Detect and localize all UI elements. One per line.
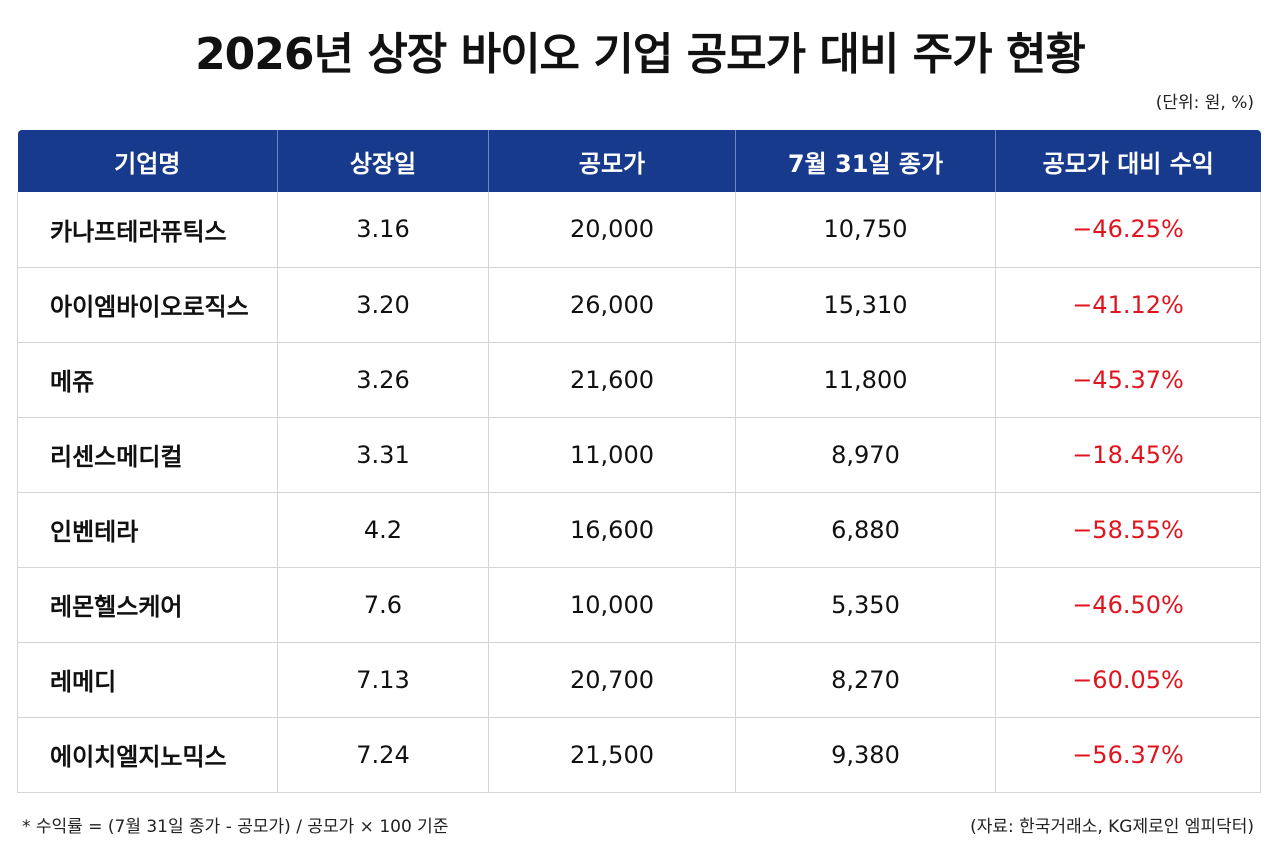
cell-listing-date: 3.31 — [277, 417, 489, 493]
cell-company: 카나프테라퓨틱스 — [17, 192, 278, 268]
table-row: 레메디 7.13 20,700 8,270 −60.05% — [17, 642, 1261, 718]
cell-ipo-price: 11,000 — [488, 417, 736, 493]
cell-return: −18.45% — [995, 417, 1261, 493]
cell-company: 리센스메디컬 — [17, 417, 278, 493]
cell-company: 인벤테라 — [17, 492, 278, 568]
source-note: (자료: 한국거래소, KG제로인 엠피닥터) — [970, 817, 1254, 837]
cell-return: −56.37% — [995, 717, 1261, 793]
table-row: 인벤테라 4.2 16,600 6,880 −58.55% — [17, 492, 1261, 568]
table-row: 레몬헬스케어 7.6 10,000 5,350 −46.50% — [17, 567, 1261, 643]
cell-listing-date: 3.26 — [277, 342, 489, 418]
cell-listing-date: 7.24 — [277, 717, 489, 793]
cell-company: 에이치엘지노믹스 — [17, 717, 278, 793]
cell-close-price: 11,800 — [735, 342, 996, 418]
cell-return: −45.37% — [995, 342, 1261, 418]
cell-return: −41.12% — [995, 267, 1261, 343]
cell-listing-date: 3.16 — [277, 192, 489, 268]
cell-listing-date: 4.2 — [277, 492, 489, 568]
cell-company: 레메디 — [17, 642, 278, 718]
cell-return: −46.25% — [995, 192, 1261, 268]
table-row: 리센스메디컬 3.31 11,000 8,970 −18.45% — [17, 417, 1261, 493]
header-close-price: 7월 31일 종가 — [735, 130, 996, 192]
cell-ipo-price: 16,600 — [488, 492, 736, 568]
cell-close-price: 8,270 — [735, 642, 996, 718]
header-company: 기업명 — [17, 130, 278, 192]
header-listing-date: 상장일 — [277, 130, 489, 192]
cell-return: −58.55% — [995, 492, 1261, 568]
cell-close-price: 10,750 — [735, 192, 996, 268]
cell-return: −60.05% — [995, 642, 1261, 718]
cell-close-price: 6,880 — [735, 492, 996, 568]
cell-listing-date: 3.20 — [277, 267, 489, 343]
cell-company: 아이엠바이오로직스 — [17, 267, 278, 343]
unit-note: (단위: 원, %) — [1155, 93, 1254, 113]
table-row: 카나프테라퓨틱스 3.16 20,000 10,750 −46.25% — [17, 192, 1261, 268]
cell-close-price: 8,970 — [735, 417, 996, 493]
cell-close-price: 15,310 — [735, 267, 996, 343]
cell-listing-date: 7.13 — [277, 642, 489, 718]
cell-ipo-price: 21,600 — [488, 342, 736, 418]
cell-company: 메쥬 — [17, 342, 278, 418]
formula-footnote: * 수익률 = (7월 31일 종가 - 공모가) / 공모가 × 100 기준 — [22, 817, 449, 837]
header-ipo-price: 공모가 — [488, 130, 736, 192]
cell-company: 레몬헬스케어 — [17, 567, 278, 643]
cell-ipo-price: 20,000 — [488, 192, 736, 268]
header-return: 공모가 대비 수익 — [995, 130, 1261, 192]
cell-ipo-price: 21,500 — [488, 717, 736, 793]
cell-ipo-price: 20,700 — [488, 642, 736, 718]
cell-close-price: 5,350 — [735, 567, 996, 643]
cell-return: −46.50% — [995, 567, 1261, 643]
cell-listing-date: 7.6 — [277, 567, 489, 643]
table-row: 메쥬 3.26 21,600 11,800 −45.37% — [17, 342, 1261, 418]
page-title: 2026년 상장 바이오 기업 공모가 대비 주가 현황 — [195, 29, 1086, 80]
table-row: 아이엠바이오로직스 3.20 26,000 15,310 −41.12% — [17, 267, 1261, 343]
ipo-performance-table: 기업명 상장일 공모가 7월 31일 종가 공모가 대비 수익 카나프테라퓨틱스… — [17, 130, 1261, 793]
table-header-row: 기업명 상장일 공모가 7월 31일 종가 공모가 대비 수익 — [17, 130, 1261, 192]
cell-close-price: 9,380 — [735, 717, 996, 793]
cell-ipo-price: 26,000 — [488, 267, 736, 343]
cell-ipo-price: 10,000 — [488, 567, 736, 643]
table-row: 에이치엘지노믹스 7.24 21,500 9,380 −56.37% — [17, 717, 1261, 793]
